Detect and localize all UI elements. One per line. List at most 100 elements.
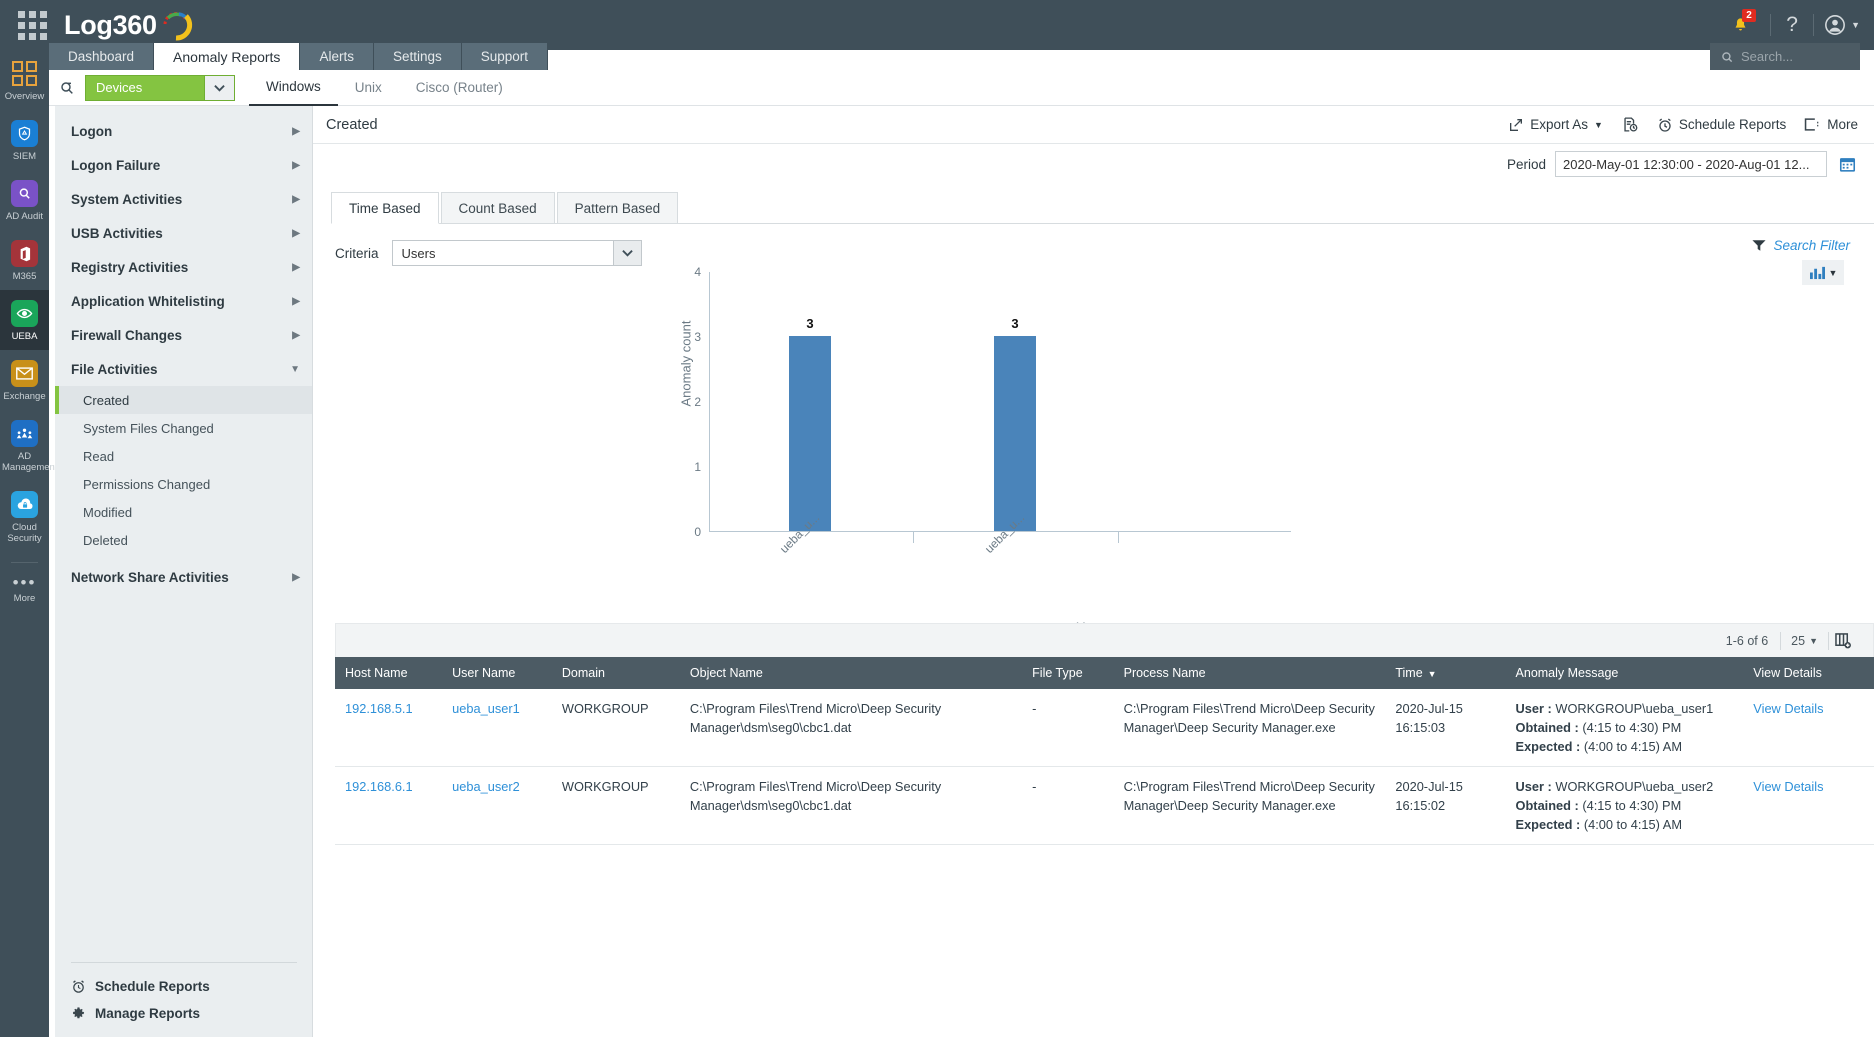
calendar-icon [1839, 157, 1855, 172]
column-header-process-name[interactable]: Process Name [1113, 657, 1386, 689]
schedule-reports-button[interactable]: Schedule Reports [1657, 117, 1786, 133]
cell-view-details[interactable]: View Details [1743, 689, 1874, 767]
rail-item-overview[interactable]: Overview [0, 50, 49, 110]
bar-chart-icon [1809, 266, 1825, 280]
tab-support[interactable]: Support [461, 43, 549, 70]
view-details-link[interactable]: View Details [1753, 701, 1824, 716]
anomaly-user-value: WORKGROUP\ueba_user2 [1555, 779, 1714, 794]
notifications-button[interactable]: 2 [1720, 0, 1760, 50]
top-bar-right-group: 2 ? ▼ [1720, 0, 1874, 50]
brand-logo[interactable]: Log360 [64, 8, 193, 42]
cell-host-name[interactable]: 192.168.6.1 [335, 766, 443, 845]
rail-item-label: SIEM [12, 151, 37, 162]
cell-file-type: - [1022, 766, 1114, 845]
menu-group-logon-failure[interactable]: Logon Failure ▶ [55, 148, 312, 182]
menu-group-usb-activities[interactable]: USB Activities ▶ [55, 216, 312, 250]
rail-item-exchange[interactable]: Exchange [0, 350, 49, 410]
rail-item-cloud-security[interactable]: Cloud Security [0, 481, 49, 552]
more-box-icon [1805, 118, 1819, 131]
chart-y-tick: 1 [694, 460, 701, 474]
page-title: Created [326, 116, 378, 133]
menu-group-system-activities[interactable]: System Activities ▶ [55, 182, 312, 216]
column-header-anomaly-message[interactable]: Anomaly Message [1505, 657, 1744, 689]
eye-icon [11, 300, 38, 327]
app-launcher-button[interactable] [0, 0, 64, 50]
user-menu-button[interactable]: ▼ [1824, 14, 1860, 36]
tab-dashboard[interactable]: Dashboard [49, 43, 155, 70]
tab-pattern-based[interactable]: Pattern Based [556, 192, 679, 223]
column-header-time[interactable]: Time ▼ [1385, 657, 1506, 689]
schedule-reports-link[interactable]: Schedule Reports [55, 973, 312, 1000]
column-header-object-name[interactable]: Object Name [679, 657, 1023, 689]
report-category-menu: Logon ▶ Logon Failure ▶ System Activitie… [55, 106, 313, 1037]
tab-alerts[interactable]: Alerts [300, 43, 374, 70]
column-header-view-details[interactable]: View Details [1743, 657, 1874, 689]
criteria-select[interactable]: Users [391, 240, 642, 266]
help-icon[interactable]: ? [1786, 13, 1798, 36]
menu-item-created[interactable]: Created [55, 386, 312, 414]
period-input[interactable]: 2020-May-01 12:30:00 - 2020-Aug-01 12... [1555, 151, 1827, 177]
device-tab-windows[interactable]: Windows [249, 70, 338, 106]
chart-bar[interactable]: 3 [994, 316, 1036, 531]
column-header-domain[interactable]: Domain [551, 657, 680, 689]
calendar-picker-button[interactable] [1836, 153, 1858, 175]
chevron-right-icon: ▶ [292, 227, 300, 239]
rail-item-ueba[interactable]: UEBA [0, 290, 49, 350]
column-header-host-name[interactable]: Host Name [335, 657, 443, 689]
chevron-down-icon [204, 75, 234, 100]
gear-icon [73, 1007, 85, 1019]
chart-type-button[interactable]: ▼ [1802, 260, 1844, 285]
rail-item-more[interactable]: ••• More [0, 565, 49, 604]
menu-item-deleted[interactable]: Deleted [83, 532, 128, 548]
filter-icon [1752, 240, 1767, 251]
column-header-file-type[interactable]: File Type [1022, 657, 1114, 689]
menu-group-network-share-activities[interactable]: Network Share Activities ▶ [55, 560, 312, 594]
table-row[interactable]: 192.168.5.1 ueba_user1 WORKGROUP C:\Prog… [335, 689, 1874, 767]
divider [1770, 14, 1772, 36]
cell-host-name[interactable]: 192.168.5.1 [335, 689, 443, 767]
chart-bar[interactable]: 3 [789, 316, 831, 531]
view-details-link[interactable]: View Details [1753, 779, 1824, 794]
menu-group-application-whitelisting[interactable]: Application Whitelisting ▶ [55, 284, 312, 318]
anomaly-expected-label: Expected : [1515, 817, 1581, 832]
cell-user-name[interactable]: ueba_user2 [442, 766, 552, 845]
tab-count-based[interactable]: Count Based [440, 192, 555, 223]
table-row[interactable]: 192.168.6.1 ueba_user2 WORKGROUP C:\Prog… [335, 766, 1874, 845]
cell-user-name[interactable]: ueba_user1 [442, 689, 552, 767]
menu-group-firewall-changes[interactable]: Firewall Changes ▶ [55, 318, 312, 352]
menu-item-system-files-changed[interactable]: System Files Changed [83, 420, 214, 436]
column-header-user-name[interactable]: User Name [442, 657, 552, 689]
menu-group-file-activities[interactable]: File Activities ▼ [55, 352, 312, 386]
tab-settings[interactable]: Settings [373, 43, 462, 70]
rail-item-ad-audit[interactable]: AD Audit [0, 170, 49, 230]
rail-item-label: UEBA [11, 331, 38, 342]
device-tab-cisco-router[interactable]: Cisco (Router) [415, 80, 503, 95]
rail-item-ad-management[interactable]: AD Management [0, 410, 57, 481]
menu-group-logon[interactable]: Logon ▶ [55, 114, 312, 148]
device-selector-dropdown[interactable]: Devices [85, 74, 235, 101]
tab-anomaly-reports[interactable]: Anomaly Reports [154, 43, 301, 70]
device-tab-unix[interactable]: Unix [354, 80, 382, 95]
chevron-down-icon [612, 241, 641, 265]
record-range: 1-6 of 6 [1725, 633, 1769, 648]
menu-item-modified[interactable]: Modified [83, 504, 133, 520]
search-filter-button[interactable]: Search Filter [1752, 238, 1850, 253]
device-search-button[interactable] [49, 80, 85, 96]
global-search[interactable]: Search... [1710, 43, 1860, 70]
cell-view-details[interactable]: View Details [1743, 766, 1874, 845]
rail-item-label: M365 [12, 271, 37, 282]
schedule-reports-label: Schedule Reports [1678, 117, 1787, 132]
export-as-button[interactable]: Export As ▼ [1508, 117, 1603, 133]
rail-item-siem[interactable]: SIEM [0, 110, 49, 170]
tab-time-based[interactable]: Time Based [331, 192, 439, 224]
menu-item-permissions-changed[interactable]: Permissions Changed [83, 476, 211, 492]
menu-item-read[interactable]: Read [83, 448, 115, 464]
report-history-button[interactable] [1621, 116, 1639, 133]
manage-reports-link[interactable]: Manage Reports [55, 1000, 312, 1027]
column-settings-button[interactable] [1829, 632, 1857, 649]
rail-item-m365[interactable]: M365 [0, 230, 49, 290]
period-value: 2020-May-01 12:30:00 - 2020-Aug-01 12... [1563, 156, 1810, 172]
page-size-selector[interactable]: 25 ▼ [1781, 634, 1828, 648]
more-button[interactable]: More [1804, 117, 1858, 132]
menu-group-registry-activities[interactable]: Registry Activities ▶ [55, 250, 312, 284]
